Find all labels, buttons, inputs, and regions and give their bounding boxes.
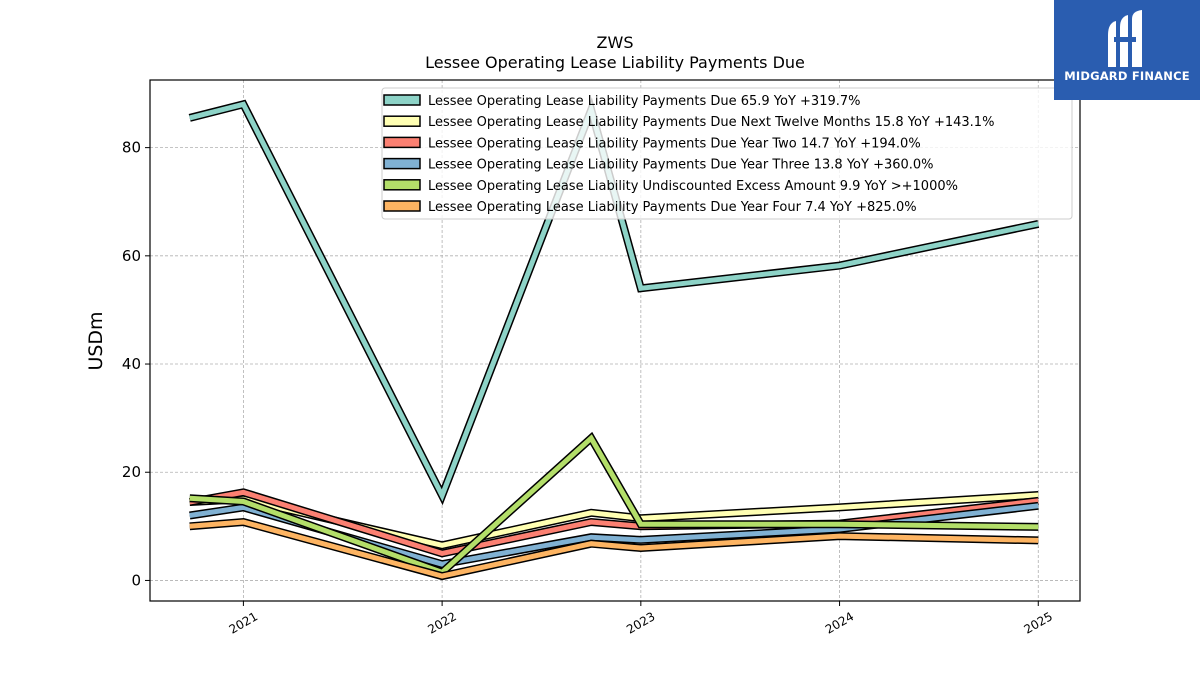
legend-box (381, 87, 1073, 220)
y-tick-label: 60 (122, 247, 141, 265)
series-line (189, 503, 1039, 567)
legend-swatch (383, 94, 421, 106)
series-line (189, 434, 1039, 576)
legend-swatch (383, 136, 421, 149)
series-6 (189, 517, 1039, 581)
y-tick-label: 20 (122, 463, 141, 481)
logo-text: MIDGARD FINANCE (1064, 69, 1190, 83)
series-lines (188, 97, 1040, 581)
x-tick-label: 2024 (823, 609, 856, 636)
y-tick-label: 80 (122, 139, 141, 157)
x-tick-label: 2021 (227, 609, 260, 636)
chart-title: ZWS (597, 33, 634, 52)
legend-swatch (383, 179, 421, 191)
plot-frame (149, 79, 1081, 602)
series-line (189, 519, 1039, 579)
x-tick-label: 2023 (624, 609, 657, 636)
logo-mark-icon (1108, 10, 1142, 67)
legend-entry: Lessee Operating Lease Liability Payment… (428, 158, 934, 173)
x-tick-label: 2022 (425, 609, 458, 636)
x-tick-label: 2025 (1022, 609, 1055, 636)
series-5 (189, 431, 1039, 577)
brand-logo: MIDGARD FINANCE (1054, 0, 1200, 100)
series-4 (189, 501, 1039, 569)
legend-entry: Lessee Operating Lease Liability Payment… (428, 200, 917, 215)
y-axis: 0 20 40 60 80 (122, 139, 150, 589)
legend-entry: Lessee Operating Lease Liability Payment… (428, 94, 861, 109)
legend: Lessee Operating Lease Liability Payment… (381, 87, 1073, 220)
legend-entry: Lessee Operating Lease Liability Payment… (428, 115, 994, 130)
y-axis-label: USDm (85, 311, 107, 370)
legend-swatch (383, 157, 421, 170)
legend-swatch (383, 200, 421, 212)
x-axis: 2021 2022 2023 2024 2025 (227, 601, 1055, 637)
legend-swatch (383, 115, 421, 127)
y-tick-label: 40 (122, 355, 141, 373)
y-tick-label: 0 (131, 571, 141, 589)
legend-entry: Lessee Operating Lease Liability Undisco… (428, 179, 958, 194)
legend-entry: Lessee Operating Lease Liability Payment… (428, 136, 921, 151)
chart-subtitle: Lessee Operating Lease Liability Payment… (425, 53, 805, 72)
